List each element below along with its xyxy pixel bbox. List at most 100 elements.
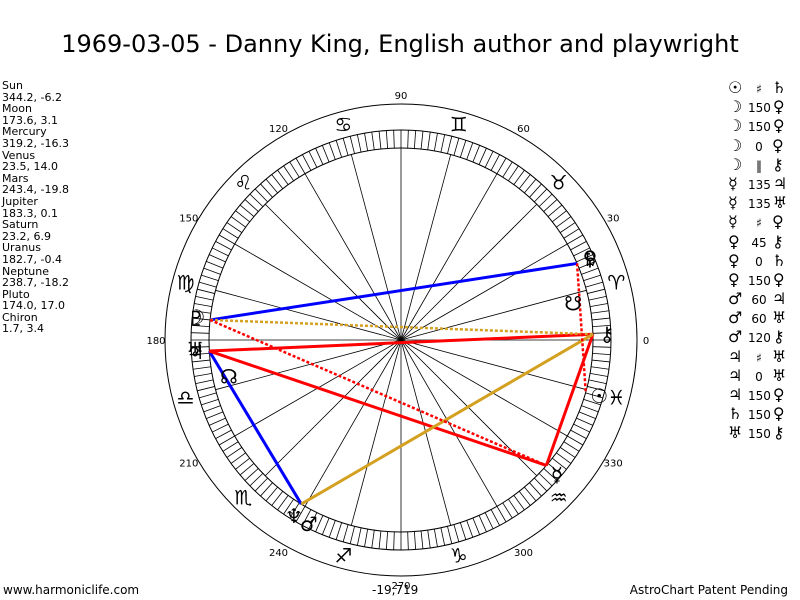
- degree-tick: [302, 154, 312, 171]
- degree-tick: [191, 332, 210, 334]
- aspect-type: 120: [748, 331, 771, 346]
- degree-tick: [591, 366, 610, 370]
- degree-tick: [239, 204, 255, 217]
- aspect-type: ‖: [756, 158, 762, 173]
- wheel-spoke: [215, 289, 402, 341]
- aspect-planet-a: ♃: [728, 385, 743, 404]
- zodiac-sign: ♍: [177, 270, 195, 294]
- degree-tick: [576, 417, 594, 426]
- degree-label: 330: [604, 459, 623, 470]
- degree-tick: [420, 530, 424, 549]
- wheel-spoke: [400, 289, 587, 341]
- aspect-planet-a: ☽: [728, 135, 743, 155]
- degree-tick: [356, 134, 362, 153]
- degree-tick: [559, 222, 576, 233]
- degree-tick: [591, 317, 610, 321]
- degree-tick: [349, 526, 355, 544]
- degree-tick: [321, 517, 330, 535]
- center-value: -19,719: [372, 583, 419, 597]
- degree-tick: [191, 352, 210, 356]
- planet-name: Sun: [2, 79, 23, 92]
- aspect-row: ♀ 45 ⚷: [728, 232, 791, 251]
- aspect-line: [208, 349, 547, 467]
- degree-tick: [547, 204, 563, 217]
- degree-label: 270: [391, 581, 410, 592]
- aspect-planet-a: ☽: [728, 116, 743, 136]
- wheel-spoke: [264, 203, 402, 341]
- outer-circle: [164, 103, 638, 577]
- degree-tick: [260, 183, 273, 198]
- degree-tick: [447, 136, 453, 154]
- degree-tick: [222, 228, 239, 239]
- degree-tick: [194, 372, 212, 377]
- aspect-line: [209, 318, 547, 467]
- aspect-planet-a: ☿: [728, 193, 738, 213]
- degree-tick: [393, 130, 395, 149]
- degree-tick: [195, 295, 214, 301]
- aspect-planet-b: ♅: [772, 346, 787, 366]
- degree-tick: [356, 527, 362, 546]
- degree-tick: [295, 157, 306, 174]
- zodiac-sign: ♊: [450, 113, 468, 137]
- degree-tick: [277, 495, 289, 511]
- degree-tick: [192, 366, 211, 370]
- degree-tick: [244, 199, 259, 212]
- aspect-line: [210, 318, 593, 336]
- zodiac-sign: ♌: [234, 170, 252, 194]
- aspect-row: ♅ 150 ⚷: [728, 423, 791, 442]
- degree-tick: [581, 405, 599, 413]
- degree-tick: [283, 165, 294, 182]
- degree-tick: [201, 398, 219, 406]
- degree-tick: [295, 506, 306, 523]
- chart-title: 1969-03-05 - Danny King, English author …: [61, 30, 739, 58]
- degree-tick: [524, 486, 537, 502]
- aspect-planet-b: ♀: [772, 135, 784, 155]
- aspect-planet-a: ☽: [728, 154, 743, 174]
- degree-tick: [459, 140, 467, 158]
- degree-tick: [254, 477, 268, 492]
- aspect-planet-a: ♂: [728, 308, 743, 328]
- degree-tick: [502, 161, 513, 178]
- aspect-line: [544, 333, 595, 466]
- degree-tick: [472, 145, 481, 163]
- degree-tick: [191, 346, 210, 348]
- planet-name: Uranus: [2, 241, 41, 255]
- aspect-type: 150: [748, 408, 771, 423]
- degree-label: 60: [517, 124, 530, 135]
- aspect-planet-b: ♀: [772, 385, 785, 404]
- degree-tick: [466, 520, 474, 538]
- planet-coords: 183.3, 0.1: [2, 206, 58, 220]
- degree-tick: [547, 463, 563, 476]
- wheel-spoke: [400, 154, 452, 341]
- degree-tick: [192, 310, 211, 314]
- degree-tick: [592, 324, 611, 328]
- aspect-type: 45: [751, 235, 767, 250]
- aspect-line: [575, 263, 587, 393]
- degree-tick: [538, 193, 553, 207]
- patent-notice: AstroChart Patent Pending: [629, 583, 788, 597]
- zodiac-sign: ♉: [550, 170, 568, 194]
- aspect-planet-a: ♀: [728, 250, 740, 270]
- degree-tick: [203, 267, 221, 275]
- aspect-type: ♯: [756, 82, 762, 96]
- degree-tick: [433, 529, 438, 547]
- aspect-row: ☿ 135 ♅: [728, 193, 791, 212]
- degree-tick: [529, 183, 542, 198]
- aspect-planet-b: ♄: [772, 250, 787, 270]
- degree-tick: [321, 145, 330, 163]
- degree-tick: [583, 274, 601, 282]
- node-glyph: ☊: [220, 365, 238, 389]
- degree-tick: [192, 317, 211, 321]
- website-link[interactable]: www.harmoniclife.com: [3, 583, 140, 597]
- planet-name: Saturn: [2, 218, 39, 232]
- aspect-row: ♂ 60 ♅: [728, 308, 791, 327]
- degree-tick: [378, 530, 382, 549]
- planet-name: Neptune: [2, 264, 50, 278]
- degree-tick: [508, 165, 519, 182]
- degree-tick: [226, 222, 243, 233]
- degree-tick: [203, 405, 221, 413]
- degree-tick: [567, 234, 584, 245]
- degree-tick: [534, 188, 548, 203]
- planet-glyph: ☿: [551, 463, 563, 487]
- wheel-spoke: [400, 339, 587, 391]
